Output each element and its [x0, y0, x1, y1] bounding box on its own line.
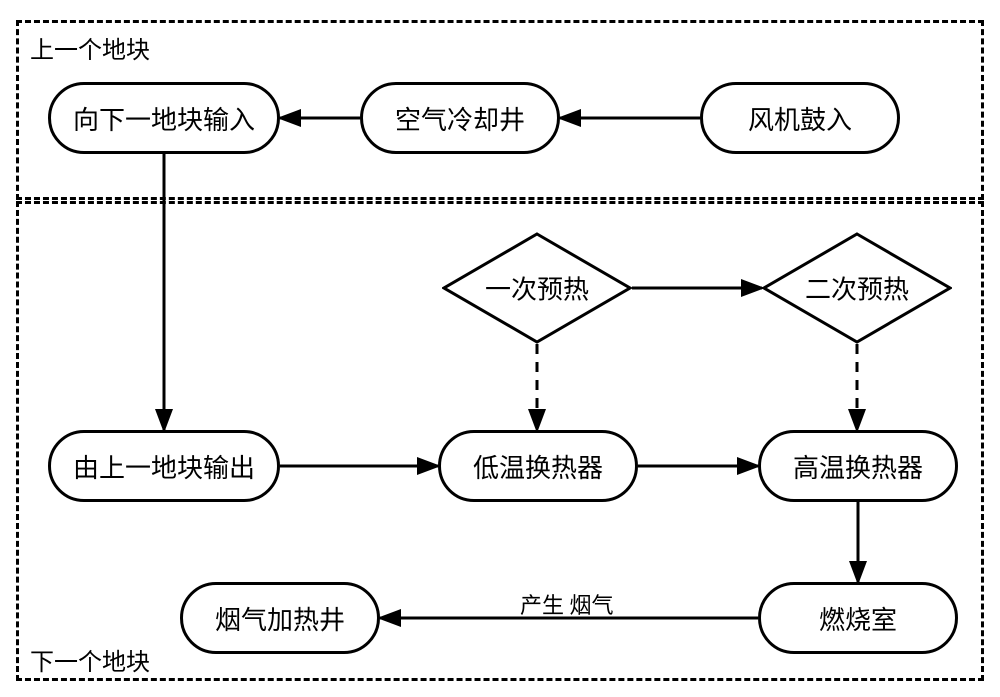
- node-low-hx-label: 低温换热器: [473, 448, 603, 485]
- node-flue-heat-label: 烟气加热井: [215, 600, 345, 637]
- node-from-prev-label: 由上一地块输出: [73, 448, 255, 485]
- node-fan-in-label: 风机鼓入: [748, 100, 852, 137]
- node-high-hx-label: 高温换热器: [793, 448, 923, 485]
- edge-label-flue-gas: 产生 烟气: [520, 588, 614, 620]
- node-preheat2-label: 二次预热: [762, 270, 952, 307]
- node-air-cool: 空气冷却井: [360, 82, 560, 154]
- node-preheat1-label: 一次预热: [442, 270, 632, 307]
- section-upper-label: 上一个地块: [28, 30, 152, 65]
- node-fan-in: 风机鼓入: [700, 82, 900, 154]
- node-low-hx: 低温换热器: [438, 430, 638, 502]
- node-output-next-label: 向下一地块输入: [73, 100, 255, 137]
- node-preheat1: 一次预热: [442, 232, 632, 344]
- section-lower-label: 下一个地块: [28, 642, 152, 677]
- node-combustor: 燃烧室: [758, 582, 958, 654]
- flowchart-canvas: 上一个地块 下一个地块 向下一地块输入 空气冷却井 风机鼓入 一次预热 二次预热…: [0, 0, 1000, 697]
- node-air-cool-label: 空气冷却井: [395, 100, 525, 137]
- node-flue-heat: 烟气加热井: [180, 582, 380, 654]
- node-combustor-label: 燃烧室: [819, 600, 897, 637]
- node-high-hx: 高温换热器: [758, 430, 958, 502]
- node-from-prev: 由上一地块输出: [48, 430, 280, 502]
- node-preheat2: 二次预热: [762, 232, 952, 344]
- node-output-next: 向下一地块输入: [48, 82, 280, 154]
